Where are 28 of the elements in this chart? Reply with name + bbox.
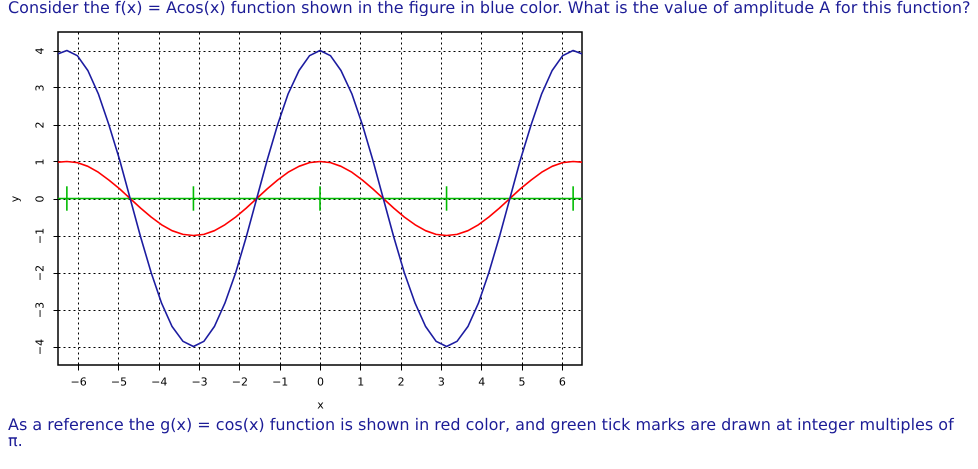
x-tick-label: 3 [438, 376, 445, 388]
x-tick-label: −5 [110, 376, 128, 388]
y-tick-label: −1 [34, 228, 46, 244]
x-tick-label: −6 [70, 376, 87, 388]
x-tick-label: −1 [272, 376, 288, 388]
y-tick-label: 0 [34, 196, 46, 202]
x-tick-label: 5 [518, 376, 526, 388]
y-tick-label: 1 [34, 158, 46, 166]
y-tick-label: −3 [34, 302, 46, 318]
y-tick-label: 3 [34, 84, 46, 92]
x-tick-label: 2 [398, 376, 405, 388]
y-tick-label: 2 [34, 122, 46, 128]
x-tick-label: 4 [478, 376, 486, 388]
y-tick-label: 4 [34, 48, 46, 54]
y-tick-label: −4 [34, 338, 46, 356]
line-series [58, 50, 582, 348]
text: As a reference the g(x) = cos(x) function is shown in red color, and green tick marks are drawn at integer multiples of π. [8, 415, 955, 450]
line-series [58, 160, 582, 236]
chart-title: Consider the f(x) = Acos(x) function shown in the figure in blue color. What is the value of amplitude A for this function? [7, 0, 972, 17]
x-tick-label: −3 [191, 376, 208, 388]
y-axis-title: y [8, 195, 22, 202]
x-tick-label: −4 [151, 376, 168, 388]
x-tick-label: 0 [317, 376, 324, 388]
y-tick-label: −2 [34, 264, 46, 282]
x-tick-label: 1 [357, 376, 364, 388]
x-tick-label: −2 [232, 376, 248, 388]
x-tick-label: 6 [558, 376, 566, 388]
x-axis-title: x [317, 398, 324, 412]
